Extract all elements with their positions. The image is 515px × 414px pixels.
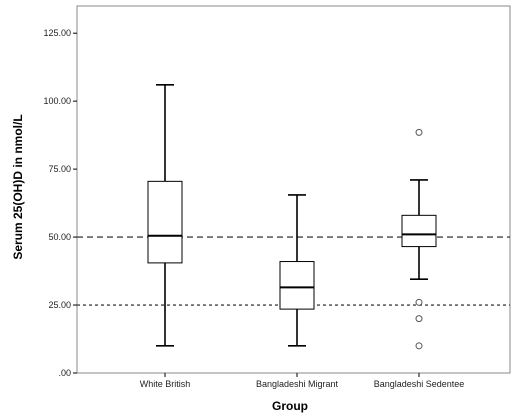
outlier-point xyxy=(415,342,423,350)
axes-layer: .00 25.00 50.00 75.00 100.00 125.00 White Brit… xyxy=(43,5,511,389)
x-tick-label: Bangladeshi Migrant xyxy=(256,379,339,389)
y-tick-label: 75.00 xyxy=(48,164,71,174)
box-iqr xyxy=(401,214,437,248)
plot-frame xyxy=(76,5,511,374)
outlier-point xyxy=(415,128,423,136)
boxes-layer xyxy=(147,84,437,350)
y-tick-label: .00 xyxy=(58,368,71,378)
y-axis-title: Serum 25(OH)D in nmol/L xyxy=(11,114,25,259)
box-iqr xyxy=(279,261,315,310)
y-tick-label: 125.00 xyxy=(43,28,71,38)
x-tick-label: Bangladeshi Sedentee xyxy=(374,379,465,389)
outlier-point xyxy=(415,298,423,306)
box-group xyxy=(401,128,437,350)
box-iqr xyxy=(147,180,183,264)
box-group xyxy=(279,194,315,347)
box-group xyxy=(147,84,183,347)
x-axis-title: Group xyxy=(272,399,308,413)
outlier-point xyxy=(415,315,423,323)
y-tick-label: 25.00 xyxy=(48,300,71,310)
y-tick-label: 100.00 xyxy=(43,96,71,106)
y-tick-label: 50.00 xyxy=(48,232,71,242)
x-tick-label: White British xyxy=(140,379,191,389)
